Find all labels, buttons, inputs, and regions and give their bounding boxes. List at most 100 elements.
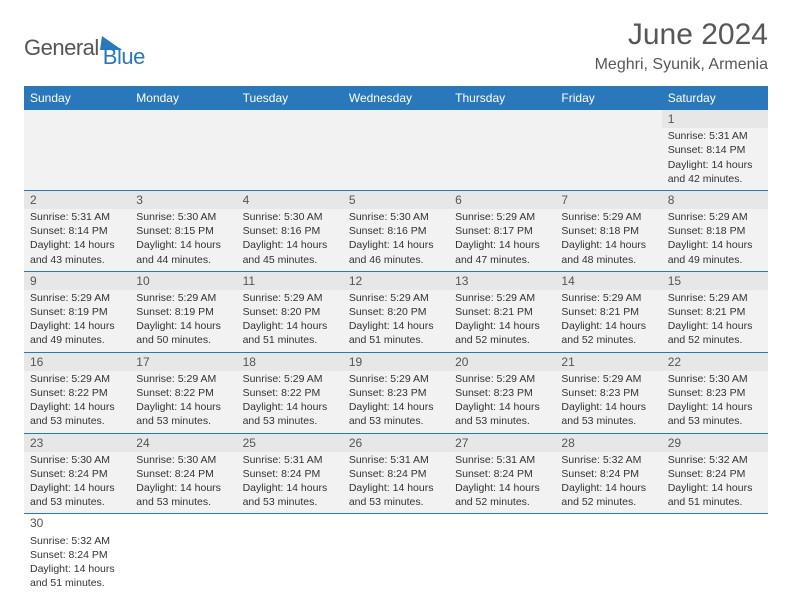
day-number: 1 xyxy=(662,110,768,128)
sunset-line: Sunset: 8:21 PM xyxy=(455,305,549,319)
calendar-row: 16Sunrise: 5:29 AMSunset: 8:22 PMDayligh… xyxy=(24,352,768,433)
daylight-line: Daylight: 14 hours and 43 minutes. xyxy=(30,238,124,266)
calendar-row: 1Sunrise: 5:31 AMSunset: 8:14 PMDaylight… xyxy=(24,110,768,190)
calendar-cell xyxy=(24,110,130,190)
day-number: 14 xyxy=(555,272,661,290)
sunset-line: Sunset: 8:24 PM xyxy=(136,467,230,481)
calendar-cell xyxy=(130,110,236,190)
daylight-line: Daylight: 14 hours and 52 minutes. xyxy=(455,319,549,347)
daylight-line: Daylight: 14 hours and 53 minutes. xyxy=(243,481,337,509)
calendar-cell: 23Sunrise: 5:30 AMSunset: 8:24 PMDayligh… xyxy=(24,433,130,514)
day-number: 20 xyxy=(449,353,555,371)
sunrise-line: Sunrise: 5:29 AM xyxy=(561,210,655,224)
calendar-cell xyxy=(662,514,768,594)
calendar-cell: 24Sunrise: 5:30 AMSunset: 8:24 PMDayligh… xyxy=(130,433,236,514)
day-number: 17 xyxy=(130,353,236,371)
calendar-cell: 17Sunrise: 5:29 AMSunset: 8:22 PMDayligh… xyxy=(130,352,236,433)
day-number: 18 xyxy=(237,353,343,371)
sunrise-line: Sunrise: 5:29 AM xyxy=(30,372,124,386)
sunrise-line: Sunrise: 5:32 AM xyxy=(561,453,655,467)
sunset-line: Sunset: 8:20 PM xyxy=(349,305,443,319)
daylight-line: Daylight: 14 hours and 51 minutes. xyxy=(668,481,762,509)
calendar-cell: 29Sunrise: 5:32 AMSunset: 8:24 PMDayligh… xyxy=(662,433,768,514)
calendar-row: 2Sunrise: 5:31 AMSunset: 8:14 PMDaylight… xyxy=(24,190,768,271)
calendar-cell: 20Sunrise: 5:29 AMSunset: 8:23 PMDayligh… xyxy=(449,352,555,433)
sunrise-line: Sunrise: 5:29 AM xyxy=(668,210,762,224)
sunset-line: Sunset: 8:24 PM xyxy=(561,467,655,481)
calendar-cell: 28Sunrise: 5:32 AMSunset: 8:24 PMDayligh… xyxy=(555,433,661,514)
col-friday: Friday xyxy=(555,86,661,110)
day-number: 24 xyxy=(130,434,236,452)
header: General Blue June 2024 Meghri, Syunik, A… xyxy=(24,18,768,74)
daylight-line: Daylight: 14 hours and 44 minutes. xyxy=(136,238,230,266)
sunrise-line: Sunrise: 5:32 AM xyxy=(668,453,762,467)
day-number: 23 xyxy=(24,434,130,452)
sunrise-line: Sunrise: 5:31 AM xyxy=(30,210,124,224)
sunset-line: Sunset: 8:24 PM xyxy=(668,467,762,481)
day-number: 16 xyxy=(24,353,130,371)
day-number: 11 xyxy=(237,272,343,290)
sunset-line: Sunset: 8:16 PM xyxy=(349,224,443,238)
daylight-line: Daylight: 14 hours and 53 minutes. xyxy=(561,400,655,428)
sunrise-line: Sunrise: 5:30 AM xyxy=(243,210,337,224)
sunset-line: Sunset: 8:19 PM xyxy=(136,305,230,319)
daylight-line: Daylight: 14 hours and 47 minutes. xyxy=(455,238,549,266)
month-title: June 2024 xyxy=(595,18,768,52)
sunrise-line: Sunrise: 5:29 AM xyxy=(349,291,443,305)
calendar-cell xyxy=(237,110,343,190)
day-number: 9 xyxy=(24,272,130,290)
calendar-cell: 6Sunrise: 5:29 AMSunset: 8:17 PMDaylight… xyxy=(449,190,555,271)
calendar-cell: 19Sunrise: 5:29 AMSunset: 8:23 PMDayligh… xyxy=(343,352,449,433)
location: Meghri, Syunik, Armenia xyxy=(595,56,768,74)
calendar-cell: 9Sunrise: 5:29 AMSunset: 8:19 PMDaylight… xyxy=(24,271,130,352)
daylight-line: Daylight: 14 hours and 49 minutes. xyxy=(30,319,124,347)
col-thursday: Thursday xyxy=(449,86,555,110)
daylight-line: Daylight: 14 hours and 50 minutes. xyxy=(136,319,230,347)
logo-sail-icon xyxy=(100,36,124,50)
sunrise-line: Sunrise: 5:29 AM xyxy=(455,291,549,305)
calendar-cell: 7Sunrise: 5:29 AMSunset: 8:18 PMDaylight… xyxy=(555,190,661,271)
day-number: 2 xyxy=(24,191,130,209)
calendar-cell xyxy=(343,514,449,594)
daylight-line: Daylight: 14 hours and 53 minutes. xyxy=(136,400,230,428)
calendar-cell: 5Sunrise: 5:30 AMSunset: 8:16 PMDaylight… xyxy=(343,190,449,271)
calendar-cell: 16Sunrise: 5:29 AMSunset: 8:22 PMDayligh… xyxy=(24,352,130,433)
daylight-line: Daylight: 14 hours and 45 minutes. xyxy=(243,238,337,266)
day-number: 27 xyxy=(449,434,555,452)
sunrise-line: Sunrise: 5:30 AM xyxy=(136,453,230,467)
sunset-line: Sunset: 8:24 PM xyxy=(243,467,337,481)
day-number: 3 xyxy=(130,191,236,209)
daylight-line: Daylight: 14 hours and 53 minutes. xyxy=(243,400,337,428)
logo: General Blue xyxy=(24,26,145,70)
sunset-line: Sunset: 8:16 PM xyxy=(243,224,337,238)
sunrise-line: Sunrise: 5:31 AM xyxy=(349,453,443,467)
daylight-line: Daylight: 14 hours and 53 minutes. xyxy=(30,481,124,509)
sunset-line: Sunset: 8:18 PM xyxy=(668,224,762,238)
col-tuesday: Tuesday xyxy=(237,86,343,110)
calendar-cell xyxy=(449,514,555,594)
calendar-cell: 30Sunrise: 5:32 AMSunset: 8:24 PMDayligh… xyxy=(24,514,130,594)
daylight-line: Daylight: 14 hours and 51 minutes. xyxy=(243,319,337,347)
sunset-line: Sunset: 8:24 PM xyxy=(455,467,549,481)
calendar-cell xyxy=(555,110,661,190)
calendar-cell xyxy=(237,514,343,594)
calendar-cell: 8Sunrise: 5:29 AMSunset: 8:18 PMDaylight… xyxy=(662,190,768,271)
sunset-line: Sunset: 8:22 PM xyxy=(30,386,124,400)
calendar-cell: 12Sunrise: 5:29 AMSunset: 8:20 PMDayligh… xyxy=(343,271,449,352)
daylight-line: Daylight: 14 hours and 53 minutes. xyxy=(349,400,443,428)
daylight-line: Daylight: 14 hours and 52 minutes. xyxy=(455,481,549,509)
day-number: 4 xyxy=(237,191,343,209)
sunset-line: Sunset: 8:17 PM xyxy=(455,224,549,238)
day-number: 6 xyxy=(449,191,555,209)
sunrise-line: Sunrise: 5:30 AM xyxy=(668,372,762,386)
calendar-cell xyxy=(555,514,661,594)
calendar-cell: 15Sunrise: 5:29 AMSunset: 8:21 PMDayligh… xyxy=(662,271,768,352)
calendar-cell: 4Sunrise: 5:30 AMSunset: 8:16 PMDaylight… xyxy=(237,190,343,271)
daylight-line: Daylight: 14 hours and 53 minutes. xyxy=(455,400,549,428)
daylight-line: Daylight: 14 hours and 53 minutes. xyxy=(30,400,124,428)
day-number: 7 xyxy=(555,191,661,209)
daylight-line: Daylight: 14 hours and 52 minutes. xyxy=(561,319,655,347)
sunrise-line: Sunrise: 5:29 AM xyxy=(243,372,337,386)
calendar-table: Sunday Monday Tuesday Wednesday Thursday… xyxy=(24,86,768,594)
daylight-line: Daylight: 14 hours and 42 minutes. xyxy=(668,158,762,186)
